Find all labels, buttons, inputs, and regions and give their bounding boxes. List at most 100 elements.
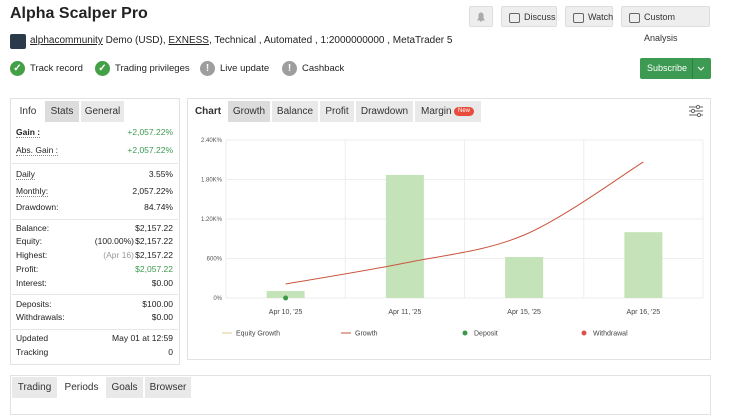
stat-label: Drawdown: bbox=[16, 202, 59, 212]
stat-label: Deposits: bbox=[16, 299, 52, 309]
tab[interactable]: General bbox=[81, 101, 124, 122]
title: Alpha Scalper Pro bbox=[10, 5, 148, 22]
tab[interactable]: Trading bbox=[12, 377, 57, 398]
meta-line: alphacommunity Demo (USD), EXNESS, Techn… bbox=[30, 35, 452, 46]
button-icon bbox=[629, 13, 640, 23]
header-button[interactable]: Watch bbox=[565, 6, 613, 27]
stat-value: +2,057.22% bbox=[127, 127, 173, 137]
stat-note: (Apr 16) bbox=[103, 250, 134, 260]
y-tick-label: 0% bbox=[213, 296, 222, 302]
legend-label: Withdrawal bbox=[593, 331, 628, 338]
new-badge: New bbox=[454, 107, 475, 116]
bar bbox=[624, 232, 663, 298]
x-tick-label: Apr 15, '25 bbox=[507, 309, 541, 316]
separator bbox=[12, 329, 178, 330]
bell-icon bbox=[477, 12, 485, 22]
legend-label: Growth bbox=[355, 331, 378, 338]
account: Demo (USD), bbox=[105, 35, 166, 46]
stat-note: (100.00%) bbox=[94, 236, 134, 246]
caret bbox=[697, 66, 705, 71]
stat-value: $2,057.22 bbox=[135, 264, 173, 274]
tab[interactable]: Info bbox=[12, 101, 44, 122]
y-tick-label: 1.80K% bbox=[201, 178, 223, 184]
y-tick-label: 600% bbox=[207, 257, 223, 263]
y-tick-label: 2.40K% bbox=[201, 138, 223, 144]
separator bbox=[12, 294, 178, 295]
line bbox=[285, 161, 644, 285]
tab[interactable]: Growth bbox=[228, 101, 270, 122]
stat-value: May 01 at 12:59 bbox=[112, 333, 173, 343]
stat-label: Abs. Gain : bbox=[16, 145, 59, 156]
legend-swatch bbox=[581, 330, 587, 336]
badge-label: Track record bbox=[30, 63, 83, 74]
chart: 0% 600% 1.20K% 1.80K% 2.40K% Apr 10, '25 Apr 1… bbox=[201, 138, 704, 338]
stat-label: Profit: bbox=[16, 264, 39, 274]
bar bbox=[505, 256, 544, 298]
tab[interactable]: Chart bbox=[190, 101, 226, 122]
bar bbox=[385, 174, 424, 298]
stat-label: Daily bbox=[16, 169, 35, 180]
stat-label: Withdrawals: bbox=[16, 312, 65, 322]
chart-panel bbox=[187, 98, 711, 360]
badge-label: Trading privileges bbox=[115, 63, 190, 74]
check-icon: ✓ bbox=[10, 61, 25, 76]
badge-label: Cashback bbox=[302, 63, 345, 74]
stat-label: Tracking bbox=[16, 347, 49, 357]
x-tick-label: Apr 16, '25 bbox=[627, 309, 661, 316]
legend-label: Equity Growth bbox=[236, 331, 280, 338]
stat-label: Balance: bbox=[16, 223, 50, 233]
y-tick-label: 1.20K% bbox=[201, 217, 223, 223]
stat-value: $2,157.22 bbox=[135, 223, 173, 233]
separator bbox=[12, 219, 178, 220]
stat-label: Monthly: bbox=[16, 186, 49, 197]
author-link[interactable]: alphacommunity bbox=[30, 35, 103, 46]
tab[interactable]: Periods bbox=[59, 377, 104, 398]
x-tick-label: Apr 10, '25 bbox=[269, 309, 303, 316]
badge-label: Live update bbox=[220, 63, 270, 74]
stat-label: Equity: bbox=[16, 236, 42, 246]
settings-icon[interactable] bbox=[688, 104, 704, 118]
tab[interactable]: Stats bbox=[45, 101, 79, 122]
info-icon: ! bbox=[200, 61, 215, 76]
bell-button[interactable] bbox=[469, 6, 493, 27]
button-icon bbox=[509, 13, 520, 23]
stat-label: Gain : bbox=[16, 127, 41, 138]
stat-value: 2,057.22% bbox=[132, 186, 173, 196]
tab[interactable]: Balance bbox=[272, 101, 318, 122]
stat-value: 3.55% bbox=[148, 169, 173, 179]
separator bbox=[12, 163, 178, 164]
stat-label: Highest: bbox=[16, 250, 48, 260]
tab[interactable]: Browser bbox=[145, 377, 191, 398]
point bbox=[283, 295, 289, 301]
stat-value: $2,157.22 bbox=[135, 236, 173, 246]
header-button[interactable]: Custom Analysis bbox=[621, 6, 710, 43]
legend-swatch bbox=[462, 330, 468, 336]
stat-value: $0.00 bbox=[151, 312, 173, 322]
legend-label: Deposit bbox=[474, 331, 498, 338]
stat-value: $0.00 bbox=[151, 278, 173, 288]
broker-link[interactable]: EXNESS bbox=[168, 35, 209, 46]
stats-panel bbox=[10, 98, 180, 365]
x-tick-label: Apr 11, '25 bbox=[388, 309, 421, 316]
bar bbox=[266, 291, 305, 298]
stat-value: 84.74% bbox=[144, 202, 173, 212]
details: , Technical , Automated , 1:2000000000 ,… bbox=[208, 35, 453, 46]
stat-label: Updated bbox=[16, 333, 49, 343]
tab[interactable]: Goals bbox=[106, 377, 143, 398]
check-icon: ✓ bbox=[95, 61, 110, 76]
avatar bbox=[10, 34, 26, 49]
subscribe-button[interactable]: Subscribe bbox=[640, 58, 711, 79]
tab[interactable]: Drawdown bbox=[356, 101, 413, 122]
button-icon bbox=[573, 13, 584, 23]
stat-value: $100.00 bbox=[142, 299, 173, 309]
subscribe-label: Subscribe bbox=[647, 63, 688, 73]
stat-value: 0 bbox=[168, 347, 173, 357]
tab[interactable]: Margin bbox=[415, 101, 481, 122]
stat-value: $2,157.22 bbox=[135, 250, 173, 260]
stat-label: Interest: bbox=[16, 278, 47, 288]
tab[interactable]: Profit bbox=[320, 101, 354, 122]
info-icon: ! bbox=[282, 61, 297, 76]
header-button[interactable]: Discuss bbox=[501, 6, 557, 27]
stat-value: +2,057.22% bbox=[127, 145, 173, 155]
